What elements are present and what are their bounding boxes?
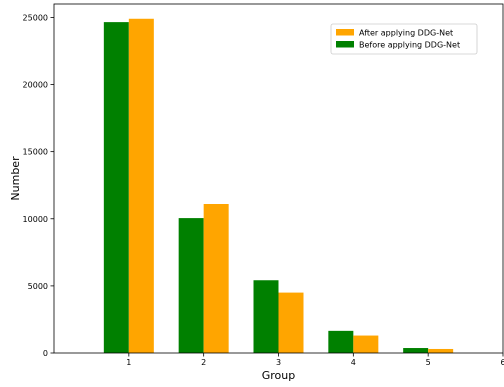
bar-before-group-4 bbox=[328, 330, 354, 353]
bar-after-group-5 bbox=[428, 348, 454, 353]
bar-before-group-1 bbox=[103, 22, 129, 353]
y-tick-label: 0 bbox=[43, 349, 48, 358]
x-tick-label: 6 bbox=[500, 358, 504, 367]
bar-after-group-1 bbox=[128, 18, 154, 354]
y-tick-label: 10000 bbox=[23, 215, 48, 224]
x-tick-label: 1 bbox=[126, 358, 131, 367]
legend-label: Before applying DDG-Net bbox=[359, 41, 460, 50]
x-tick-label: 2 bbox=[201, 358, 206, 367]
x-tick-label: 4 bbox=[351, 358, 356, 367]
y-tick-label: 15000 bbox=[23, 148, 48, 157]
legend: After applying DDG-Net Before applying DD… bbox=[330, 23, 478, 55]
bar-before-group-3 bbox=[253, 280, 279, 353]
legend-swatch bbox=[336, 29, 354, 36]
legend-box bbox=[330, 23, 478, 55]
bar-before-group-5 bbox=[403, 348, 429, 353]
ticks-layer: 1 2 3 4 5 6 0 5000 10000 15000 20000 25000 bbox=[23, 13, 504, 367]
bar-before-group-2 bbox=[178, 218, 204, 353]
x-tick-label: 3 bbox=[276, 358, 281, 367]
bars-layer bbox=[103, 18, 454, 354]
bar-after-group-2 bbox=[203, 204, 229, 353]
legend-label: After applying DDG-Net bbox=[359, 29, 453, 38]
y-axis-label: Number bbox=[9, 156, 22, 201]
x-tick-label: 5 bbox=[426, 358, 431, 367]
bar-after-group-4 bbox=[353, 335, 379, 353]
legend-swatch bbox=[336, 41, 354, 48]
y-tick-label: 5000 bbox=[28, 282, 48, 291]
y-tick-label: 25000 bbox=[23, 13, 48, 22]
bar-after-group-3 bbox=[278, 292, 304, 353]
x-axis-label: Group bbox=[262, 369, 296, 382]
y-tick-label: 20000 bbox=[23, 81, 48, 90]
